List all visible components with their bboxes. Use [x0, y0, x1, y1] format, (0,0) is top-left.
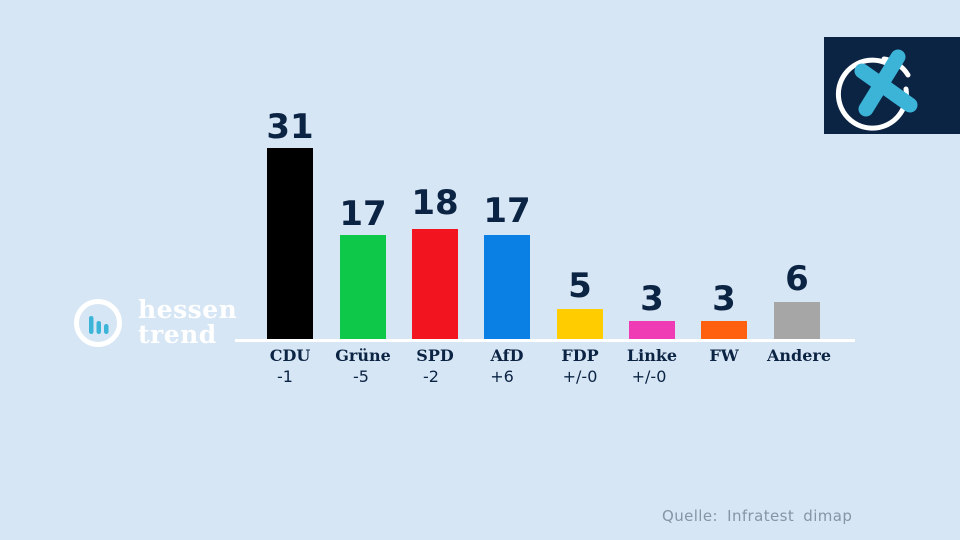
bar-label-afd: AfD [490, 346, 524, 365]
bar-label-cdu: CDU [269, 346, 311, 365]
bar-value-spd: 18 [411, 183, 459, 223]
brand-line-1: hessen [138, 295, 238, 324]
bar-change-afd: +6 [490, 367, 514, 386]
bar-value-linke: 3 [640, 279, 664, 319]
bar-label-linke: Linke [626, 346, 678, 365]
bar-change-gruene: -5 [353, 367, 369, 386]
bar-change-cdu: -1 [277, 367, 293, 386]
bar-label-andere: Andere [766, 346, 832, 365]
bar-value-cdu: 31 [266, 107, 314, 147]
chart-baseline [235, 339, 855, 342]
bar-label-fw: FW [709, 346, 739, 365]
brand-wordmark: hessen trend [138, 297, 237, 347]
bar-label-fdp: FDP [561, 346, 599, 365]
bar-fdp [557, 309, 603, 339]
bar-label-gruene: Grüne [335, 346, 391, 365]
source-note: Quelle: Infratest dimap [662, 507, 853, 525]
bar-chart-circle-icon [74, 299, 122, 347]
brand-line-2: trend [138, 320, 217, 349]
bar-fw [701, 321, 747, 339]
bar-change-spd: -2 [423, 367, 439, 386]
bar-andere [774, 302, 820, 339]
bar-label-spd: SPD [416, 346, 454, 365]
bar-linke [629, 321, 675, 339]
bar-spd [412, 229, 458, 339]
bar-cdu [267, 148, 313, 339]
bar-value-fw: 3 [712, 279, 736, 319]
bar-value-afd: 17 [483, 191, 531, 231]
bar-value-gruene: 17 [339, 194, 387, 234]
bar-value-fdp: 5 [568, 266, 592, 306]
bar-afd [484, 235, 530, 339]
bar-change-fdp: +/-0 [562, 367, 598, 386]
bar-change-linke: +/-0 [631, 367, 667, 386]
ballot-x-icon [835, 49, 918, 131]
bar-gruene [340, 235, 386, 339]
bar-value-andere: 6 [785, 259, 809, 299]
broadcaster-logo [824, 37, 960, 134]
hessentrend-brand: hessen trend [74, 297, 254, 358]
